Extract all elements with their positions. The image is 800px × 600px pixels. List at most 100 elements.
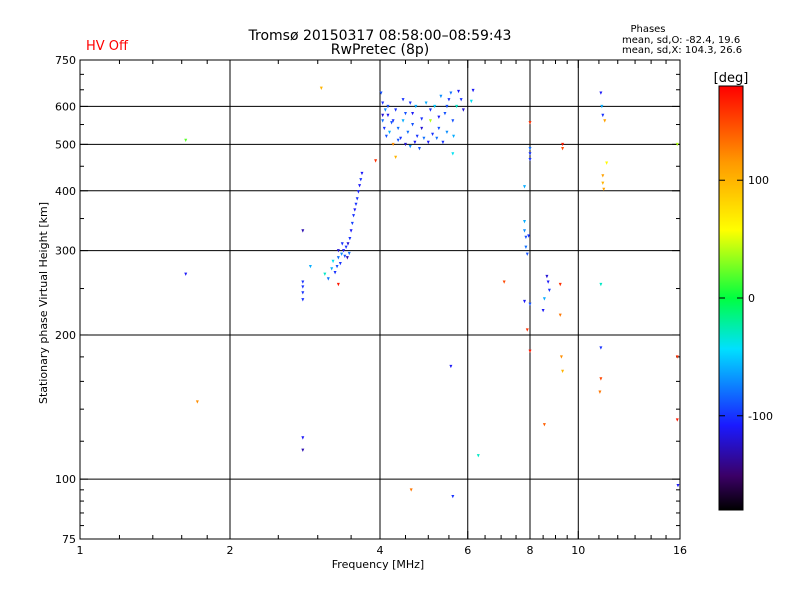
data-point	[471, 88, 475, 93]
data-point	[451, 494, 455, 499]
data-point	[408, 144, 412, 149]
data-point	[525, 328, 529, 332]
data-point	[414, 104, 418, 109]
data-point	[546, 280, 550, 284]
y-tick-label: 400	[55, 185, 76, 198]
data-point	[301, 291, 305, 295]
data-point	[558, 313, 562, 317]
data-point	[374, 159, 378, 163]
data-point	[437, 126, 441, 131]
y-tick-label: 75	[62, 533, 76, 546]
data-point	[602, 187, 606, 192]
data-point	[336, 256, 340, 260]
data-point	[353, 208, 357, 212]
data-point	[599, 91, 603, 95]
data-point	[301, 436, 305, 440]
data-point	[360, 171, 364, 176]
data-point	[420, 117, 424, 121]
data-point	[326, 277, 330, 281]
data-point	[449, 364, 453, 369]
data-point	[417, 147, 421, 151]
data-points	[184, 86, 680, 499]
data-point	[459, 98, 463, 102]
data-point	[388, 130, 392, 135]
y-tick-label: 100	[55, 473, 76, 486]
data-point	[394, 155, 398, 160]
data-point	[599, 377, 603, 381]
data-point	[354, 202, 358, 206]
data-point	[525, 252, 529, 256]
data-point	[323, 272, 327, 276]
data-point	[396, 138, 400, 143]
data-point	[396, 126, 400, 131]
data-point	[598, 390, 602, 394]
data-point	[431, 132, 435, 136]
data-point	[542, 423, 546, 427]
data-point	[449, 91, 453, 95]
data-point	[349, 229, 353, 233]
data-point	[675, 355, 679, 359]
data-point	[524, 235, 528, 239]
data-point	[391, 142, 395, 147]
data-point	[381, 101, 385, 105]
data-point	[301, 298, 305, 302]
data-point	[502, 280, 506, 284]
data-point	[403, 111, 407, 116]
data-point	[441, 140, 445, 145]
data-point	[383, 108, 387, 112]
data-point	[347, 251, 351, 256]
data-point	[523, 220, 527, 224]
data-point	[435, 136, 439, 140]
x-tick-label: 6	[464, 544, 471, 557]
data-point	[605, 161, 609, 165]
data-point	[558, 282, 562, 287]
data-point	[457, 89, 461, 94]
data-point	[336, 282, 340, 287]
data-point	[528, 302, 532, 306]
data-point	[356, 190, 360, 194]
data-point	[384, 134, 388, 138]
data-point	[301, 285, 305, 289]
y-tick-label: 750	[55, 54, 76, 67]
data-point	[340, 242, 344, 246]
data-point	[545, 274, 549, 279]
data-point	[301, 448, 305, 452]
data-point	[401, 98, 405, 102]
data-point	[359, 178, 363, 182]
data-point	[346, 242, 350, 246]
x-axis-ticks: 1 2 4 6 8 10 16	[77, 60, 687, 557]
chart-subtitle: RwPretec (8p)	[331, 42, 429, 58]
data-point	[426, 140, 430, 145]
data-point	[301, 229, 305, 233]
data-point	[523, 229, 527, 233]
data-point	[600, 104, 604, 109]
data-point	[528, 157, 532, 162]
y-tick-label: 200	[55, 329, 76, 342]
data-point	[344, 245, 348, 249]
phases-o-line: mean, sd,O: -82.4, 19.6	[622, 35, 740, 46]
data-point	[601, 181, 605, 185]
data-point	[445, 104, 449, 109]
data-point	[386, 113, 390, 118]
data-point	[439, 94, 443, 99]
x-axis-label: Frequency [MHz]	[332, 558, 424, 571]
data-point	[411, 111, 415, 116]
data-point	[428, 108, 432, 112]
colorbar-tick-label: -100	[748, 410, 773, 423]
data-point	[358, 184, 362, 188]
data-point	[524, 245, 528, 249]
y-axis-ticks: 75 100 200 300 400 500 600 750	[55, 54, 680, 546]
data-point	[331, 259, 335, 264]
data-point	[340, 252, 344, 256]
data-point	[561, 147, 565, 151]
x-tick-label: 1	[77, 544, 84, 557]
data-point	[527, 234, 531, 238]
phases-heading: Phases	[630, 24, 665, 35]
data-point	[348, 236, 352, 241]
data-point	[461, 108, 465, 112]
data-point	[308, 264, 312, 269]
data-point	[382, 126, 386, 131]
data-point	[345, 256, 349, 260]
data-point	[523, 299, 527, 304]
phases-x-line: mean, sd,X: 104.3, 26.6	[622, 45, 742, 56]
